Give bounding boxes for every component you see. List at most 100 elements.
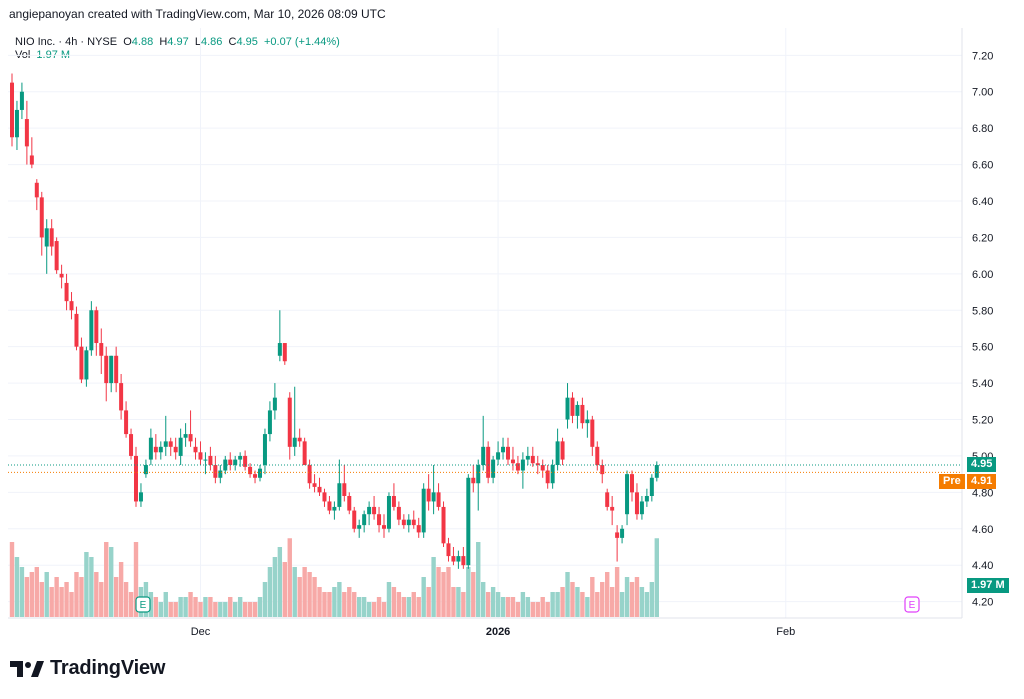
- candle: [585, 410, 590, 438]
- candle-body: [545, 470, 550, 484]
- volume-bar: [74, 572, 79, 617]
- volume-bar: [109, 547, 114, 617]
- volume-bar: [510, 597, 516, 617]
- candle: [49, 219, 54, 256]
- candle: [29, 137, 34, 169]
- earnings-marker-1[interactable]: E: [135, 596, 151, 613]
- candle: [10, 73, 14, 147]
- candle: [501, 437, 506, 460]
- candle-body: [565, 397, 570, 420]
- volume-bar: [104, 542, 109, 617]
- candle-body: [476, 465, 481, 484]
- candle: [446, 537, 451, 562]
- earnings-marker-2[interactable]: E: [904, 596, 920, 613]
- candle: [411, 510, 416, 529]
- candle: [391, 483, 396, 511]
- close-value: 4.95: [236, 36, 258, 48]
- candle: [44, 219, 49, 274]
- volume-bar: [292, 567, 297, 617]
- volume-bar: [208, 597, 213, 617]
- volume-bar: [113, 577, 119, 617]
- price-tick-label: 4.60: [972, 524, 993, 536]
- candle-body: [362, 514, 367, 526]
- candle-body: [396, 506, 401, 520]
- earnings-marker-1-label: E: [140, 600, 147, 611]
- earnings-marker-2-label: E: [909, 600, 916, 611]
- candle-body: [431, 492, 436, 502]
- candle-body: [10, 82, 14, 138]
- candle-body: [59, 273, 64, 278]
- candle-body: [208, 455, 213, 466]
- candle-body: [74, 313, 79, 347]
- candle: [461, 546, 466, 569]
- candle-body: [630, 474, 634, 493]
- volume-bar: [19, 567, 25, 617]
- candle-body: [69, 301, 74, 311]
- tradingview-logo[interactable]: TradingView: [10, 657, 165, 680]
- volume-bar: [218, 602, 223, 617]
- volume-bar: [99, 582, 104, 617]
- candle-body: [223, 459, 228, 471]
- candle: [138, 483, 143, 507]
- price-tick-label: 5.80: [972, 305, 993, 317]
- candle-body: [287, 397, 292, 447]
- volume-bar: [629, 582, 635, 617]
- volume-bar: [228, 597, 233, 617]
- candle: [580, 397, 585, 429]
- candle: [486, 441, 491, 484]
- candle: [104, 346, 109, 402]
- candle-body: [54, 241, 59, 271]
- high-value: 4.97: [167, 36, 189, 48]
- candle: [134, 446, 138, 507]
- candle: [367, 501, 372, 526]
- volume-bar: [446, 567, 451, 617]
- volume-bar: [267, 567, 273, 617]
- volume-bar: [376, 597, 382, 617]
- candle-body: [625, 474, 630, 515]
- candle: [119, 373, 124, 420]
- candle-body: [481, 446, 486, 466]
- candle: [188, 410, 193, 447]
- candle: [466, 474, 471, 569]
- candle-body: [322, 492, 327, 502]
- volume-bar: [188, 592, 193, 617]
- volume-bar: [609, 587, 615, 617]
- candle: [481, 415, 486, 471]
- symbol-name[interactable]: NIO Inc. · 4h · NYSE: [15, 36, 118, 48]
- candle: [595, 441, 600, 471]
- candle-body: [327, 501, 332, 511]
- volume-bar: [381, 602, 387, 617]
- pre-market-label: Pre: [939, 474, 965, 490]
- candle-body: [595, 446, 600, 466]
- volume-bar: [386, 582, 392, 617]
- candle: [441, 501, 446, 547]
- volume-bar: [302, 567, 307, 617]
- candle-body: [540, 465, 545, 471]
- candle: [153, 434, 158, 460]
- candle: [545, 465, 550, 489]
- volume-bar: [262, 582, 268, 617]
- volume-bar: [237, 597, 243, 617]
- candle: [515, 455, 520, 475]
- price-tick-label: 6.60: [972, 160, 993, 172]
- candle: [471, 465, 476, 493]
- candle: [377, 506, 382, 533]
- candle: [540, 459, 545, 478]
- candle: [615, 525, 620, 562]
- candle: [173, 437, 178, 460]
- volume-bar: [500, 597, 506, 617]
- candle: [530, 446, 535, 467]
- candle: [148, 428, 153, 466]
- candle-body: [124, 410, 129, 435]
- volume-bar: [605, 572, 610, 617]
- volume-bar: [575, 587, 580, 617]
- candle-body: [357, 525, 362, 529]
- candle: [342, 465, 347, 502]
- volume-bar: [168, 602, 173, 617]
- open-value: 4.88: [131, 36, 154, 48]
- candle: [555, 428, 560, 471]
- candle-body: [183, 434, 188, 438]
- candle-body: [114, 355, 119, 384]
- candle: [277, 310, 282, 362]
